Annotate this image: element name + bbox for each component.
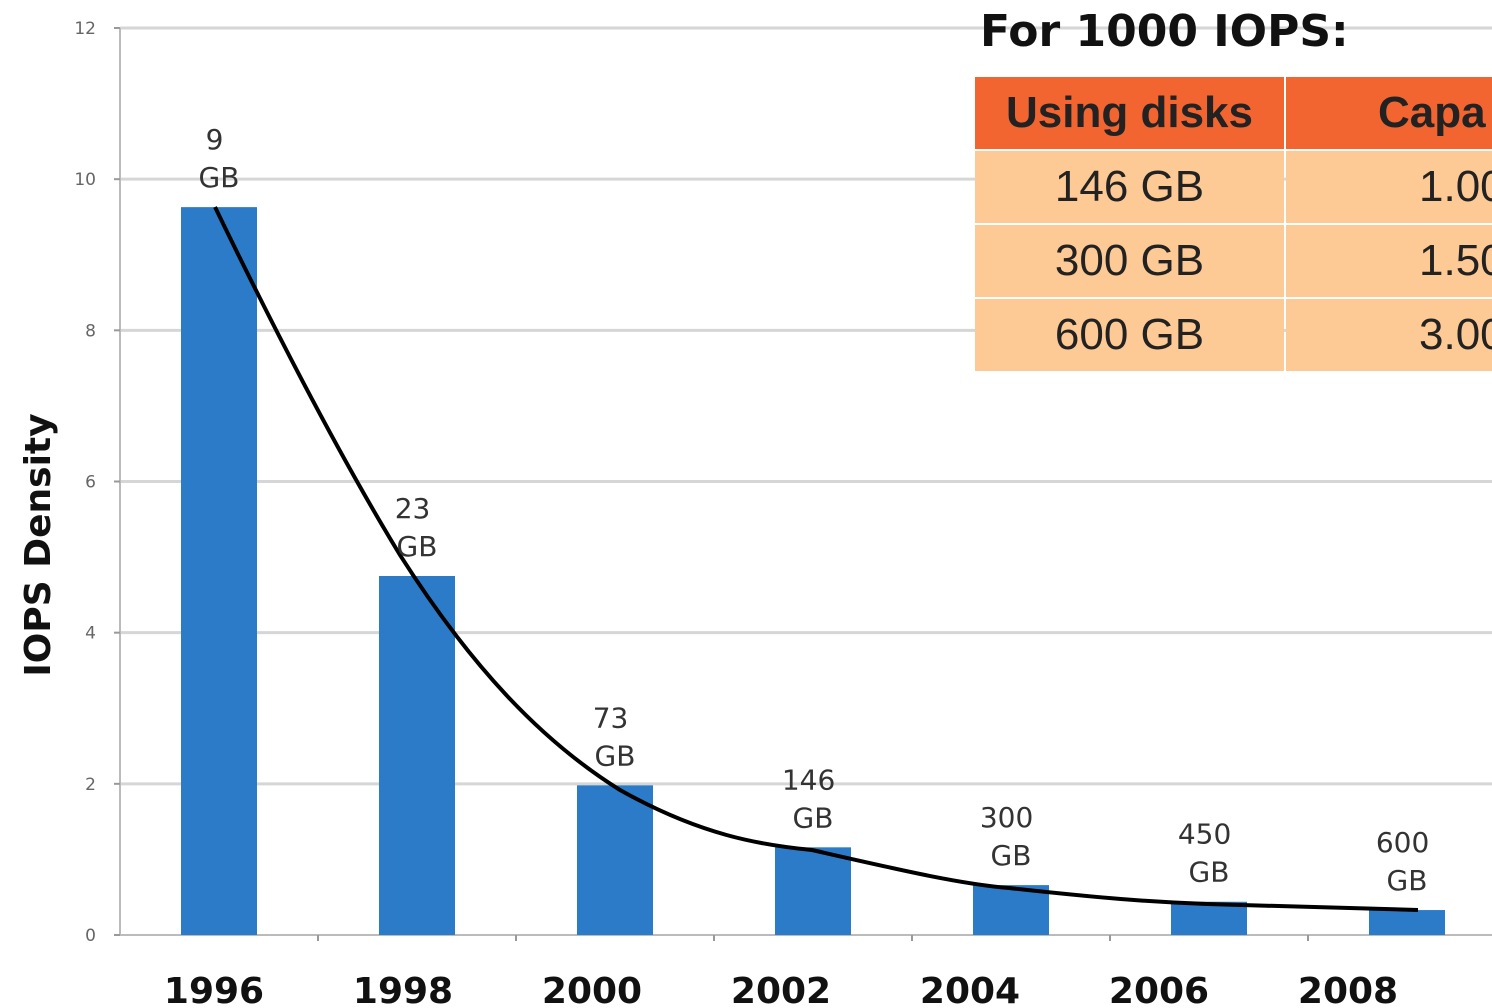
bar bbox=[181, 207, 257, 935]
table-title: For 1000 IOPS: bbox=[980, 6, 1349, 57]
y-tick-label: 6 bbox=[85, 473, 96, 493]
capacity-label: 600 GB bbox=[1376, 826, 1438, 897]
table-cell: 1.50 bbox=[1286, 225, 1492, 297]
capacity-label: 300 GB bbox=[980, 801, 1042, 872]
bar bbox=[1369, 910, 1445, 935]
bar bbox=[577, 785, 653, 935]
capacity-label: 450 GB bbox=[1178, 818, 1240, 889]
table-cell: 600 GB bbox=[975, 299, 1284, 371]
table-cell: 146 GB bbox=[975, 151, 1284, 223]
y-tick-label: 2 bbox=[85, 775, 96, 795]
trend-curve bbox=[213, 206, 1419, 912]
x-tick-label: 2000 bbox=[542, 971, 642, 1008]
x-tick-label: 2008 bbox=[1298, 971, 1398, 1008]
bar bbox=[973, 885, 1049, 935]
header-cell: Using disks bbox=[975, 77, 1284, 149]
y-tick-label: 12 bbox=[74, 19, 96, 39]
bar bbox=[379, 575, 455, 935]
x-tick-label: 2004 bbox=[920, 971, 1020, 1008]
x-tick-label: 2006 bbox=[1109, 971, 1209, 1008]
capacity-label: 146 GB bbox=[782, 763, 844, 834]
table-cell: 3.00 bbox=[1286, 299, 1492, 371]
capacity-label: 23 GB bbox=[395, 492, 440, 563]
y-tick-label: 8 bbox=[85, 321, 96, 341]
y-axis-label: IOPS Density bbox=[18, 413, 59, 676]
y-tick-label: 10 bbox=[74, 170, 96, 190]
capacity-label: 73 GB bbox=[593, 701, 638, 772]
x-tick-label: 2002 bbox=[731, 971, 831, 1008]
header-cell: Capa bbox=[1286, 77, 1492, 149]
x-tick-label: 1998 bbox=[353, 971, 453, 1008]
table-cell: 1.00 bbox=[1286, 151, 1492, 223]
capacity-label: 9 GB bbox=[199, 123, 240, 194]
bar bbox=[1171, 901, 1247, 935]
x-tick-label: 1996 bbox=[164, 971, 264, 1008]
table-cell: 300 GB bbox=[975, 225, 1284, 297]
y-tick-label: 0 bbox=[85, 926, 96, 946]
y-tick-label: 4 bbox=[85, 624, 96, 644]
bar bbox=[775, 847, 851, 935]
